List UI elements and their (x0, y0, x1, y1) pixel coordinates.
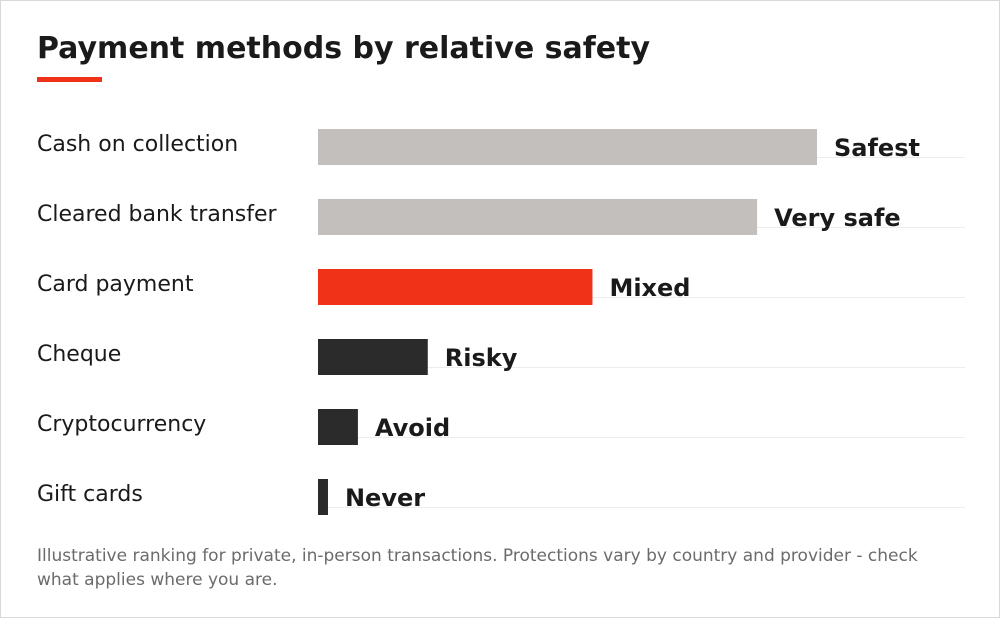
bar-value-label: Mixed (609, 274, 690, 302)
category-label: Cryptocurrency (37, 412, 206, 437)
bar (318, 199, 758, 235)
bar-value-label: Very safe (774, 204, 901, 232)
bar-chart: Cash on collection Safest Cleared bank tra… (37, 129, 965, 515)
bar-value-label: Safest (834, 134, 920, 162)
bar-value-label: Avoid (375, 414, 450, 442)
bar (318, 409, 358, 445)
bar (318, 479, 328, 515)
category-label: Cleared bank transfer (37, 202, 278, 227)
bar-value-label: Risky (445, 344, 518, 372)
category-label: Cheque (37, 342, 121, 367)
chart-title: Payment methods by relative safety (37, 31, 651, 66)
chart-footnote: Illustrative ranking for private, in-per… (37, 546, 918, 590)
bar-value-label: Never (345, 484, 425, 512)
category-label: Card payment (37, 272, 194, 297)
title-accent-rule (37, 77, 102, 82)
bar (318, 269, 593, 305)
category-label: Cash on collection (37, 132, 238, 157)
bar (318, 129, 817, 165)
category-label: Gift cards (37, 482, 143, 507)
bar (318, 339, 428, 375)
